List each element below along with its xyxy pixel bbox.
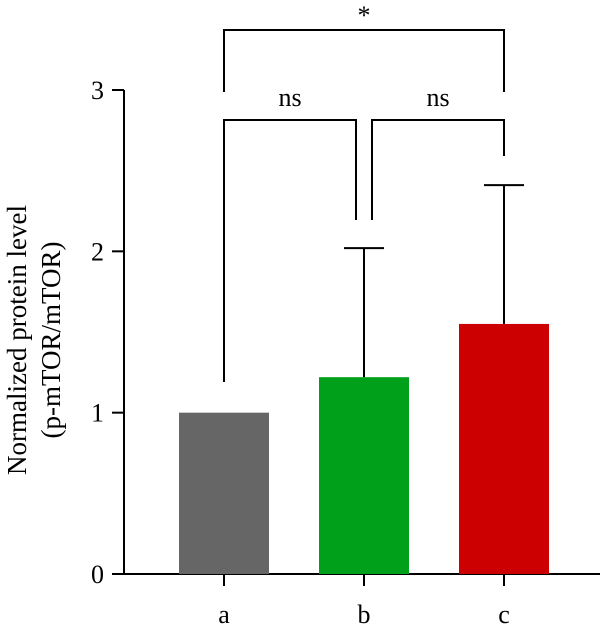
bar-b <box>319 377 409 574</box>
y-tick-label: 2 <box>91 237 104 266</box>
bracket-b-c-label: ns <box>426 83 449 112</box>
x-tick-label: b <box>358 600 371 626</box>
bracket-b-c <box>371 119 505 220</box>
x-tick-label: c <box>498 600 510 626</box>
y-tick-label: 1 <box>91 399 104 428</box>
bracket-a-c <box>223 29 505 92</box>
y-tick-label: 3 <box>91 76 104 105</box>
significance-brackets: ns ns * <box>223 1 505 382</box>
bar-c <box>459 323 549 574</box>
bracket-a-b-label: ns <box>278 83 301 112</box>
x-tick-label: a <box>218 600 230 626</box>
bars <box>179 323 549 574</box>
bracket-a-b <box>223 119 357 382</box>
y-tick-label: 0 <box>91 560 104 589</box>
y-axis-title-line-1: Normalized protein level <box>2 205 32 475</box>
y-axis-title-line-2: (p-mTOR/mTOR) <box>36 241 66 438</box>
bracket-a-c-label: * <box>358 1 371 30</box>
bar-a <box>179 412 269 574</box>
error-bars <box>344 184 524 378</box>
